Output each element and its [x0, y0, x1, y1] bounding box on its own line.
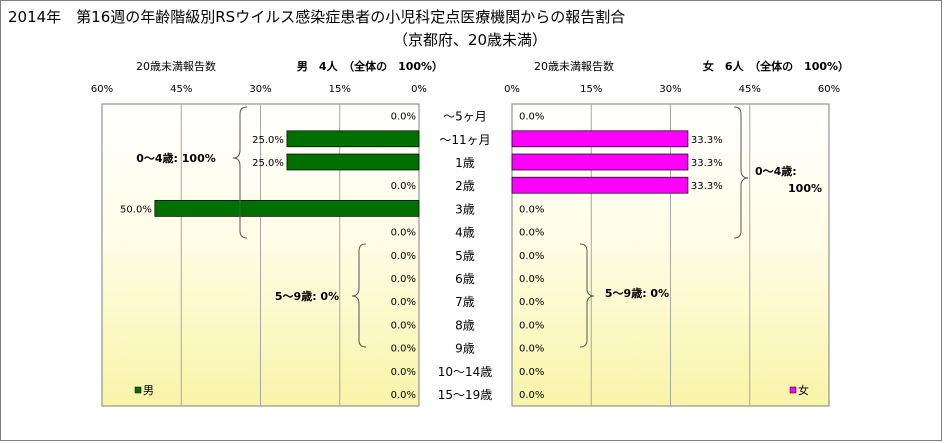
male-bar [286, 153, 420, 171]
category-label: 8歳 [455, 318, 475, 332]
category-label: 9歳 [455, 342, 475, 356]
female-tick-label: 60% [818, 84, 840, 95]
female-data-label: 0.0% [519, 320, 544, 331]
female-axis-ticks: 0% 15% 30% 45% 60% [504, 84, 840, 95]
female-group-label-5-9: 5～9歳: 0% [605, 286, 669, 300]
female-tick-label: 15% [580, 84, 602, 95]
category-label: 15～19歳 [438, 388, 493, 402]
male-group-label-0-4: 0～4歳: 100% [136, 151, 216, 165]
female-data-label: 33.3% [691, 181, 723, 192]
category-label: 6歳 [455, 272, 475, 286]
male-data-label: 0.0% [391, 297, 416, 308]
male-brace-0-4 [232, 106, 248, 239]
male-header-right: 男 4人 （全体の 100%） [297, 59, 443, 73]
female-bar [511, 153, 689, 171]
female-data-label: 0.0% [519, 344, 544, 355]
female-data-label: 33.3% [691, 158, 723, 169]
female-data-label: 0.0% [519, 228, 544, 239]
female-data-label: 0.0% [519, 112, 544, 123]
female-bar [511, 130, 689, 148]
category-label: 1歳 [455, 156, 475, 170]
female-header-right: 女 6人 （全体の 100%） [703, 59, 849, 73]
female-data-label: 0.0% [519, 274, 544, 285]
male-legend-label: 男 [143, 384, 154, 397]
female-data-label: 0.0% [519, 390, 544, 401]
female-data-label: 0.0% [519, 367, 544, 378]
category-label: 7歳 [455, 295, 475, 309]
category-label: 5歳 [455, 249, 475, 263]
male-data-label: 0.0% [391, 112, 416, 123]
male-data-label: 0.0% [391, 181, 416, 192]
female-data-label: 0.0% [519, 297, 544, 308]
male-data-label: 50.0% [120, 204, 152, 215]
chart-title: 2014年 第16週の年齢階級別RSウイルス感染症患者の小児科定点医療機関からの… [8, 8, 625, 26]
female-data-label: 0.0% [519, 251, 544, 262]
female-header-left: 20歳未満報告数 [534, 60, 614, 73]
male-data-label: 25.0% [252, 135, 284, 146]
male-data-label: 0.0% [391, 344, 416, 355]
male-bar [286, 130, 420, 148]
category-label: 2歳 [455, 179, 475, 193]
male-bar [154, 200, 420, 217]
male-group-label-5-9: 5～9歳: 0% [275, 289, 339, 303]
category-label: 10～14歳 [438, 365, 493, 379]
male-data-label: 0.0% [391, 390, 416, 401]
male-legend-swatch [134, 386, 142, 394]
female-data-label: 0.0% [519, 204, 544, 215]
male-data-label: 25.0% [252, 158, 284, 169]
male-data-label: 0.0% [391, 251, 416, 262]
male-data-labels: 0.0% 25.0% 25.0% 0.0% 50.0% 0.0% 0.0% 0.0% 0.0% 0… [120, 112, 416, 401]
female-brace-0-4 [733, 106, 749, 239]
female-legend-label: 女 [798, 383, 809, 397]
female-tick-label: 30% [659, 84, 681, 95]
female-group-label-0-4-a: 0～4歳: [755, 164, 797, 178]
female-bars [511, 130, 689, 194]
female-data-labels: 0.0% 33.3% 33.3% 33.3% 0.0% 0.0% 0.0% 0.0% 0.0% 0… [519, 112, 723, 401]
male-data-label: 0.0% [391, 274, 416, 285]
male-axis-ticks: 60% 45% 30% 15% 0% [91, 84, 427, 95]
category-labels: ～5ヶ月 ～11ヶ月 1歳 2歳 3歳 4歳 5歳 6歳 7歳 8歳 9歳 10～14歳 15～19歳 [438, 110, 493, 402]
male-tick-label: 30% [249, 84, 271, 95]
female-tick-label: 45% [739, 84, 761, 95]
category-label: 4歳 [455, 226, 475, 240]
female-group-label-0-4-b: 100% [788, 182, 822, 195]
male-bars [154, 130, 420, 217]
male-brace-5-9 [351, 243, 367, 348]
male-tick-label: 0% [411, 84, 427, 95]
category-label: ～5ヶ月 [443, 110, 487, 124]
male-tick-label: 15% [329, 84, 351, 95]
male-data-label: 0.0% [391, 320, 416, 331]
female-data-label: 33.3% [691, 135, 723, 146]
female-legend-swatch [789, 386, 797, 394]
female-tick-label: 0% [504, 84, 520, 95]
female-brace-5-9 [579, 243, 595, 348]
chart-subtitle: （京都府、20歳未満） [393, 31, 547, 49]
male-tick-label: 60% [91, 84, 113, 95]
male-data-label: 0.0% [391, 228, 416, 239]
male-tick-label: 45% [170, 84, 192, 95]
female-bar [511, 176, 689, 194]
category-label: ～11ヶ月 [439, 133, 490, 147]
male-data-label: 0.0% [391, 367, 416, 378]
category-label: 3歳 [455, 202, 475, 216]
male-header-left: 20歳未満報告数 [136, 60, 216, 73]
